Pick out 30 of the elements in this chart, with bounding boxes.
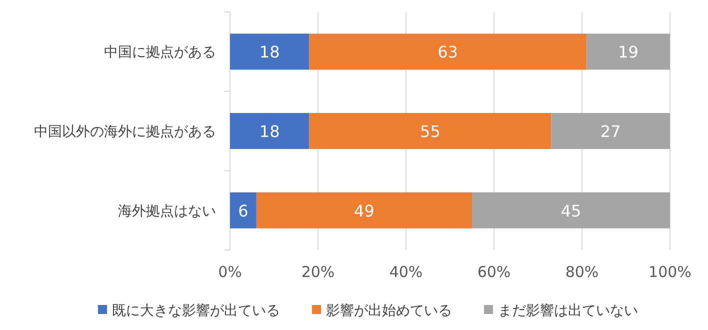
- y-tick-label: 海外拠点はない: [118, 203, 216, 220]
- bar: [256, 192, 472, 228]
- data-label: 45: [560, 201, 582, 220]
- x-tick-label: 20%: [301, 263, 335, 281]
- x-tick-label: 80%: [565, 263, 599, 281]
- x-tick-label: 60%: [477, 263, 511, 281]
- bar: [230, 113, 310, 149]
- bar: [309, 34, 586, 70]
- data-label: 63: [438, 42, 458, 62]
- data-label: 19: [618, 42, 638, 62]
- bar: [230, 34, 310, 70]
- x-tick-label: 0%: [218, 263, 242, 281]
- x-tick-label: 100%: [648, 263, 692, 281]
- y-tick-label: 中国以外の海外に拠点がある: [34, 124, 216, 140]
- data-label: 27: [600, 122, 621, 141]
- data-label: 18: [259, 122, 280, 141]
- legend-label: まだ影響は出ていない: [498, 303, 638, 319]
- data-label: 55: [420, 122, 440, 141]
- bar: [230, 192, 256, 228]
- data-label: 18: [259, 42, 280, 62]
- legend-label: 既に大きな影響が出ている: [112, 303, 280, 319]
- data-label: 49: [354, 201, 374, 220]
- bar: [586, 34, 670, 70]
- bar: [551, 113, 670, 149]
- data-label: 6: [238, 201, 248, 220]
- y-tick-label: 中国に拠点がある: [104, 44, 216, 61]
- bar: [309, 113, 552, 149]
- bar: [472, 192, 670, 228]
- legend-label: 影響が出始めている: [326, 303, 452, 319]
- x-tick-label: 40%: [389, 263, 423, 281]
